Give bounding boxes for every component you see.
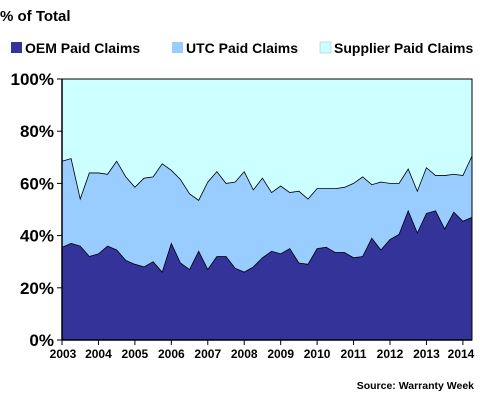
x-tick-label: 2013 [413, 347, 440, 361]
series-lines [61, 155, 473, 273]
y-tick-label: 100% [11, 70, 54, 89]
legend-swatch-supplier-paid-claims [319, 41, 332, 54]
legend-label-utc-paid-claims: UTC Paid Claims [186, 40, 298, 56]
y-tick-label: 20% [20, 279, 54, 298]
x-tick-label: 2004 [85, 347, 112, 361]
x-tick-label: 2008 [231, 347, 258, 361]
data-areas [62, 79, 472, 340]
area-utc-paid-claims [62, 156, 472, 273]
x-tick-label: 2014 [448, 347, 475, 361]
x-tick-label: 2005 [122, 347, 149, 361]
area-supplier-paid-claims [62, 79, 472, 201]
line-utc-paid-claims [61, 155, 473, 201]
legend-swatch-oem-paid-claims [11, 42, 22, 53]
line-oem-paid-claims [61, 209, 473, 273]
x-ticks: 2003 2004 2005 2006 2007 2008 2009 2010 2011 2012… [50, 340, 475, 361]
y-axis-title: % of Total [0, 8, 71, 25]
x-tick-label: 2007 [194, 347, 221, 361]
x-tick-label: 2003 [50, 347, 77, 361]
x-tick-label: 2009 [267, 347, 294, 361]
y-ticks: 0% 20% 40% 60% 80% 100% [11, 70, 62, 350]
y-tick-label: 60% [20, 174, 54, 193]
x-tick-label: 2010 [304, 347, 331, 361]
legend-label-supplier-paid-claims: Supplier Paid Claims [334, 40, 473, 56]
legend-swatch-utc-paid-claims [172, 42, 183, 53]
source-note: Source: Warranty Week [357, 380, 474, 392]
legend-label-oem-paid-claims: OEM Paid Claims [25, 40, 140, 56]
y-tick-label: 80% [20, 122, 54, 141]
y-tick-label: 40% [20, 227, 54, 246]
x-tick-label: 2012 [377, 347, 404, 361]
x-tick-label: 2011 [341, 347, 367, 361]
x-tick-label: 2006 [158, 347, 185, 361]
legend: OEM Paid Claims UTC Paid Claims Supplier P… [11, 40, 473, 56]
y-tick-label: 0% [29, 331, 54, 350]
axes [61, 78, 473, 341]
